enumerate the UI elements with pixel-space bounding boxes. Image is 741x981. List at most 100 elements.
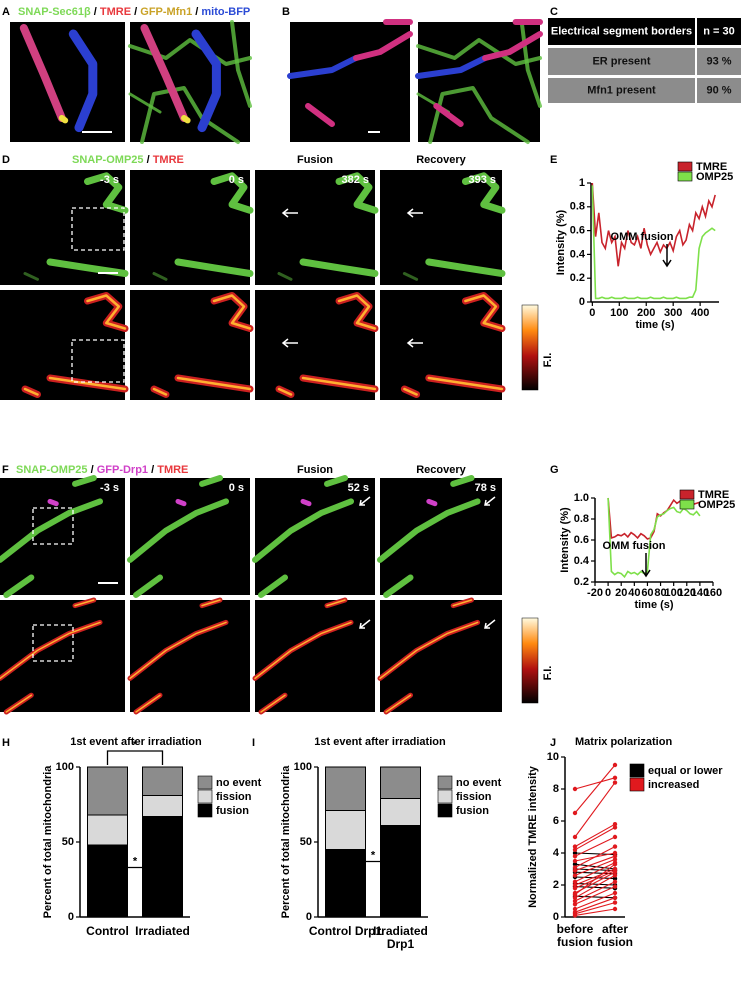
y-tick-label: 0 (553, 911, 559, 923)
colorbar-label: F.I. (542, 353, 554, 368)
y-tick-label: 50 (300, 836, 312, 848)
legend-swatch (679, 499, 695, 510)
legend-label: increased (648, 779, 699, 791)
bar-segment (380, 798, 421, 826)
structure (299, 258, 379, 277)
time-label: -3 s (100, 174, 119, 186)
y-axis-label: Percent of total mitochondria (42, 765, 54, 919)
pair-point (612, 884, 618, 889)
structure (277, 272, 293, 281)
y-axis-label: Normalized TMRE intensity (527, 765, 539, 908)
pair-point (612, 780, 618, 785)
pair-point (572, 786, 578, 792)
structure (175, 498, 187, 507)
legend-label: fission (216, 791, 252, 803)
chart-title: 1st event after irradiation (70, 736, 202, 748)
pair-line (574, 863, 616, 870)
pair-point (612, 822, 618, 827)
label-box: Irradiated (135, 925, 190, 938)
structure (212, 294, 252, 330)
channel-name: TMRE (100, 6, 131, 18)
x-tick-label: 160 (704, 587, 722, 599)
colorbar (521, 304, 539, 391)
table-cell (548, 18, 695, 45)
label-box: Irradiated Drp1 (373, 925, 428, 951)
structure (140, 86, 240, 144)
label-box: before fusion (557, 923, 594, 949)
x-tick-label: 20 (615, 587, 627, 599)
pair-point (572, 868, 578, 873)
pair-line (574, 764, 616, 814)
arrow (359, 496, 371, 506)
structure (23, 272, 39, 281)
structure (201, 599, 221, 607)
y-tick-label: 1.0 (574, 492, 589, 504)
structure (464, 294, 504, 330)
structure (258, 574, 288, 598)
pair-line (574, 886, 616, 905)
legend-label: fusion (216, 805, 249, 817)
roi-box (32, 507, 74, 545)
legend-swatch (677, 161, 693, 172)
time-label: 393 s (468, 174, 496, 186)
bar-segment (380, 766, 421, 799)
y-tick-label: 50 (62, 836, 74, 848)
structure (74, 599, 95, 607)
x-tick-label: 100 (664, 587, 682, 599)
y-tick-label: 10 (547, 751, 559, 763)
bar-segment (325, 849, 366, 918)
micrograph (0, 600, 125, 712)
legend-label: fusion (456, 805, 489, 817)
structure (383, 574, 414, 598)
structure (152, 387, 168, 396)
channel-name: / (148, 464, 157, 476)
annotation: OMM fusion (603, 540, 666, 552)
bar-segment (142, 766, 183, 796)
x-tick-label: Irradiated (135, 925, 190, 938)
pair-point (572, 895, 578, 900)
pair-line (574, 876, 616, 880)
y-tick-label: 100 (56, 761, 74, 773)
colorbar-label: F.I. (542, 666, 554, 681)
pair-point (612, 900, 618, 905)
arrow (406, 338, 423, 348)
pair-point (612, 862, 618, 867)
pair-point (612, 857, 618, 862)
pair-point (612, 876, 618, 881)
structure (129, 621, 227, 680)
pair-point (572, 902, 578, 907)
panel-label: E (550, 154, 557, 166)
structure (48, 376, 127, 391)
table-cell (548, 78, 695, 103)
legend-label: fission (456, 791, 492, 803)
roi-box (71, 207, 125, 251)
table-cell (697, 78, 741, 103)
channel-name: / (91, 6, 100, 18)
arrow (281, 338, 298, 348)
x-tick-label: 140 (691, 587, 709, 599)
micrograph (380, 478, 502, 595)
structure (68, 29, 98, 133)
channel-name: GFP-Drp1 (97, 464, 148, 476)
bar-segment (325, 766, 366, 811)
legend-swatch (197, 789, 213, 804)
structure (23, 387, 39, 396)
x-tick-label: 80 (654, 587, 666, 599)
structure (58, 115, 69, 124)
pair-point (572, 886, 578, 891)
structure (379, 621, 479, 680)
x-tick-label: 40 (628, 587, 640, 599)
pair-point (572, 865, 578, 870)
table-text: 90 % (706, 84, 731, 96)
pair-line (574, 823, 616, 848)
pair-line (574, 895, 616, 899)
bar-segment (142, 795, 183, 817)
structure (415, 55, 489, 79)
x-tick-label: 200 (637, 307, 655, 319)
pair-point (612, 844, 618, 849)
table-text: n = 30 (703, 25, 735, 37)
panel-label: H (2, 737, 10, 749)
pair-line (574, 836, 616, 857)
structure (191, 29, 221, 133)
